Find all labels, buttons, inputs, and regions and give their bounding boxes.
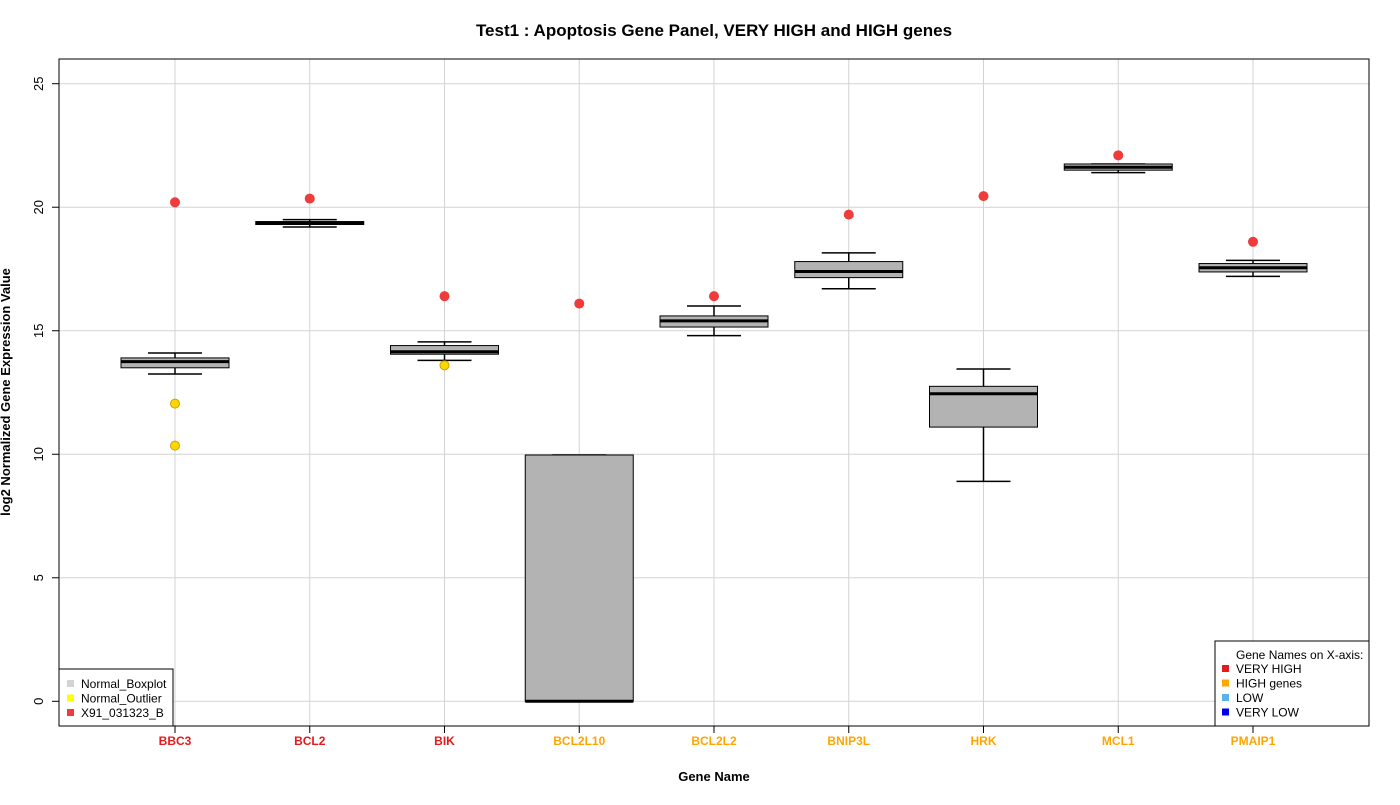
boxplot-bcl2l10 bbox=[524, 454, 634, 703]
x-tick-label-bcl2l10: BCL2L10 bbox=[553, 734, 605, 748]
y-tick-label: 20 bbox=[31, 200, 46, 214]
chart-title: Test1 : Apoptosis Gene Panel, VERY HIGH … bbox=[476, 21, 952, 40]
x-tick-label-bbc3: BBC3 bbox=[159, 734, 192, 748]
group-legend-swatch bbox=[1222, 679, 1229, 687]
normal-outlier-bbc3 bbox=[170, 398, 180, 409]
boxplot-bbc3 bbox=[120, 352, 230, 375]
series-legend-box bbox=[58, 668, 174, 727]
group-legend-label: VERY HIGH bbox=[1236, 662, 1302, 676]
boxplot-bcl2 bbox=[255, 218, 365, 228]
sample-point-bcl2l2 bbox=[709, 291, 719, 302]
x-tick-label-bnip3l: BNIP3L bbox=[827, 734, 870, 748]
series-legend-label: Normal_Outlier bbox=[81, 692, 162, 706]
group-legend-swatch bbox=[1222, 694, 1229, 701]
y-axis-label: log2 Normalized Gene Expression Value bbox=[0, 268, 13, 516]
boxplot-mcl1 bbox=[1063, 163, 1173, 174]
boxplots bbox=[120, 163, 1308, 703]
sample-point-mcl1 bbox=[1113, 150, 1124, 161]
group-legend-label: VERY LOW bbox=[1236, 706, 1300, 720]
sample-point-bcl2 bbox=[304, 193, 315, 204]
y-tick-label: 25 bbox=[31, 76, 46, 90]
sample-point-hrk bbox=[978, 191, 989, 202]
sample-point-pmaip1 bbox=[1248, 236, 1258, 247]
boxplot-bcl2l2 bbox=[659, 305, 769, 337]
sample-point-bcl2l10 bbox=[574, 298, 585, 309]
box bbox=[794, 261, 904, 279]
series-legend-swatch bbox=[67, 709, 74, 716]
points bbox=[170, 150, 1258, 451]
box bbox=[524, 454, 634, 702]
group-legend-swatch bbox=[1222, 665, 1229, 672]
normal-outlier-bik bbox=[439, 360, 450, 371]
y-tick-label: 5 bbox=[31, 574, 46, 581]
series-legend-label: X91_031323_B bbox=[81, 706, 164, 720]
group-legend-label: LOW bbox=[1236, 691, 1264, 705]
box bbox=[390, 345, 499, 355]
group-legend-swatch bbox=[1222, 708, 1229, 716]
group-legend-box bbox=[1214, 640, 1370, 727]
x-tick-label-hrk: HRK bbox=[971, 734, 997, 748]
y-tick-label: 0 bbox=[31, 698, 46, 705]
x-tick-label-bcl2: BCL2 bbox=[294, 734, 326, 748]
boxplot-pmaip1 bbox=[1198, 259, 1308, 278]
x-tick-label-bik: BIK bbox=[434, 734, 455, 748]
boxplot-hrk bbox=[929, 368, 1038, 483]
plot-frame bbox=[58, 58, 1370, 727]
boxplot-bnip3l bbox=[794, 252, 904, 290]
y-tick-label: 10 bbox=[31, 447, 46, 461]
series-legend-label: Normal_Boxplot bbox=[81, 677, 167, 691]
y-axis: 0 5 10 15 20 25 bbox=[31, 76, 59, 705]
series-legend-swatch bbox=[67, 694, 74, 702]
sample-point-bnip3l bbox=[843, 209, 854, 220]
x-tick-label-pmaip1: PMAIP1 bbox=[1231, 734, 1276, 748]
series-legend-swatch bbox=[67, 680, 74, 687]
x-tick-label-bcl2l2: BCL2L2 bbox=[691, 734, 737, 748]
sample-point-bbc3 bbox=[170, 197, 180, 208]
x-tick-label-mcl1: MCL1 bbox=[1102, 734, 1135, 748]
sample-point-bik bbox=[439, 291, 450, 302]
group-legend-title: Gene Names on X-axis: bbox=[1236, 648, 1363, 662]
group-legend-label: HIGH genes bbox=[1236, 677, 1302, 691]
y-tick-label: 15 bbox=[31, 324, 46, 338]
x-axis-label: Gene Name bbox=[678, 769, 750, 784]
normal-outlier-bbc3 bbox=[170, 440, 180, 451]
x-axis-ticks: BBC3 BCL2 BIK BCL2L10 BCL2L2 BNIP3L HRK MCL1 PMA… bbox=[159, 726, 1276, 748]
